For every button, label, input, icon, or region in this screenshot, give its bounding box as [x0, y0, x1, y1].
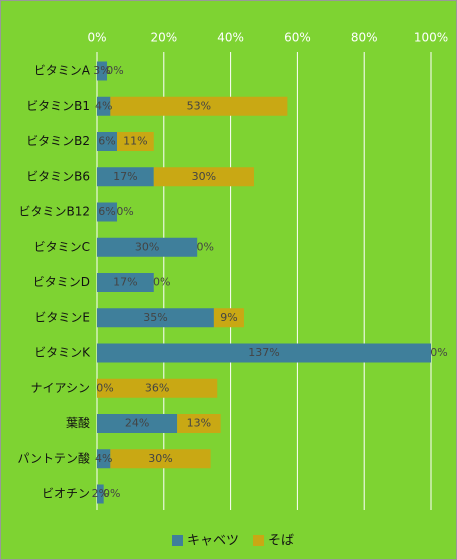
category-label: ナイアシン [30, 381, 90, 395]
bar-segment [110, 96, 288, 116]
bar-segment [97, 378, 218, 398]
bar-segment [97, 343, 431, 363]
bars [97, 61, 431, 504]
value-label: 30% [148, 452, 172, 465]
value-label: 36% [145, 381, 169, 394]
value-label: 0% [106, 64, 123, 77]
value-label: 0% [196, 240, 213, 253]
x-tick-label: 80% [351, 31, 378, 45]
category-label: ビタミンE [34, 310, 90, 324]
x-tick-label: 20% [150, 31, 177, 45]
bar-segment [97, 202, 118, 222]
value-label: 53% [187, 99, 211, 112]
labels: 0% 20% 40% 60% 80% 100%ビタミンA 3%0%ビタミンB1 4% 53%ビタ… [17, 31, 448, 549]
category-label: ビタミンC [34, 240, 90, 254]
bar-segment [153, 167, 254, 187]
bar-segment [177, 414, 221, 433]
bar-segment [97, 237, 198, 257]
bar-segment [117, 132, 154, 151]
value-label: 0% [430, 346, 447, 359]
value-label: 6% [98, 135, 115, 148]
x-tick-label: 0% [87, 31, 106, 45]
value-label: 24% [125, 417, 149, 430]
value-label: 17% [113, 170, 137, 183]
bar-segment [97, 414, 178, 433]
bar-segment [110, 449, 211, 469]
legend-label: そば [268, 534, 294, 549]
x-tick-label: 40% [217, 31, 244, 45]
category-label: ビタミンD [33, 275, 90, 289]
bar-segment [213, 308, 244, 328]
bar-segment [97, 449, 111, 469]
value-label: 0% [116, 205, 133, 218]
category-label: ビタミンB12 [18, 205, 90, 219]
category-label: ビタミンB2 [26, 134, 90, 148]
category-label: 葉酸 [66, 415, 90, 430]
value-label: 4% [95, 452, 112, 465]
value-label: 4% [95, 99, 112, 112]
x-tick-label: 100% [414, 31, 448, 45]
value-label: 3% [93, 64, 110, 77]
value-label: 2% [92, 487, 109, 500]
value-label: 0% [96, 381, 113, 394]
value-label: 35% [143, 311, 167, 324]
bar-segment [97, 484, 104, 504]
category-label: ビタミンB6 [26, 169, 90, 183]
category-label: ビタミンA [34, 64, 91, 78]
legend-label: キャベツ [187, 534, 239, 549]
category-label: ビオチン [42, 487, 90, 501]
bar-segment [97, 273, 154, 292]
value-label: 9% [220, 311, 237, 324]
bar-segment [97, 132, 118, 151]
bar-segment [97, 167, 154, 187]
value-label: 13% [187, 417, 211, 430]
category-label: ビタミンK [34, 346, 91, 360]
bar-segment [97, 308, 214, 328]
value-label: 0% [153, 276, 170, 289]
category-label: ビタミンB1 [26, 99, 90, 113]
value-label: 0% [103, 487, 120, 500]
value-label: 137% [248, 346, 279, 359]
legend-swatch [172, 535, 183, 546]
value-label: 6% [98, 205, 115, 218]
legend-swatch [253, 535, 265, 546]
value-label: 30% [192, 170, 216, 183]
value-label: 30% [135, 240, 159, 253]
bar-segment [97, 96, 111, 116]
bar-segment [97, 61, 108, 81]
value-label: 17% [113, 276, 137, 289]
value-label: 11% [123, 135, 147, 148]
category-label: パントテン酸 [17, 450, 90, 465]
grid [96, 52, 432, 510]
x-tick-label: 60% [284, 31, 311, 45]
